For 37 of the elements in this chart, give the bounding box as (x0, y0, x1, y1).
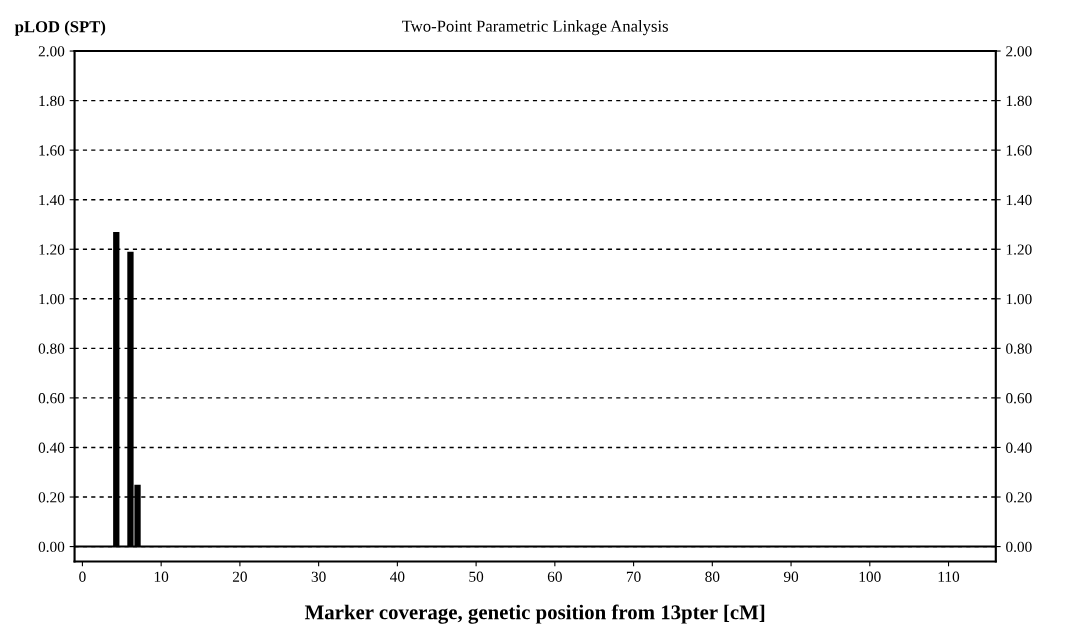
y-tick-label: 0.20 (38, 492, 65, 503)
y-tick-label: 1.00 (39, 293, 65, 305)
y2-tick-label: 2.00 (1006, 46, 1032, 57)
y-tick-label: 1.20 (39, 244, 65, 255)
chart-title: Two-Point Parametric Linkage Analysis (402, 20, 668, 36)
x-tick-label: 20 (232, 571, 247, 582)
y2-tick-label: 0.80 (1006, 343, 1032, 354)
y-axis-title: pLOD (SPT) (14, 20, 106, 36)
x-tick-label: 30 (311, 571, 326, 582)
y2-tick-label: 1.20 (1006, 244, 1032, 255)
x-tick-label: 0 (79, 571, 86, 582)
y-tick-label: 1.40 (39, 194, 65, 206)
y2-tick-label: 1.60 (1006, 145, 1032, 156)
x-tick-label: 10 (154, 571, 169, 582)
y2-tick-label: 0.40 (1006, 442, 1032, 453)
y-tick-label: 0.00 (38, 541, 65, 553)
x-tick-label: 50 (469, 571, 484, 582)
x-tick-label: 40 (390, 571, 405, 582)
y-tick-label: 1.80 (39, 95, 65, 107)
y2-tick-label: 1.80 (1006, 95, 1032, 107)
x-axis-title: Marker coverage, genetic position from 13pter [cM] (304, 604, 765, 624)
y2-tick-label: 0.00 (1006, 541, 1032, 553)
y-tick-label: 0.80 (38, 343, 65, 354)
y2-tick-label: 1.40 (1006, 194, 1032, 206)
y2-tick-label: 0.60 (1006, 393, 1032, 404)
x-tick-label: 80 (705, 571, 720, 582)
x-tick-label: 90 (783, 571, 799, 582)
x-tick-label: 110 (938, 571, 960, 582)
y2-tick-label: 1.00 (1006, 293, 1032, 305)
y-tick-label: 2.00 (38, 46, 65, 57)
y-tick-label: 0.60 (38, 393, 65, 404)
y2-tick-label: 0.20 (1006, 492, 1032, 503)
x-tick-label: 100 (859, 571, 881, 582)
y-tick-label: 1.60 (39, 145, 65, 156)
y-tick-label: 0.40 (38, 442, 65, 453)
x-tick-label: 60 (547, 571, 562, 582)
x-tick-label: 70 (626, 571, 641, 582)
